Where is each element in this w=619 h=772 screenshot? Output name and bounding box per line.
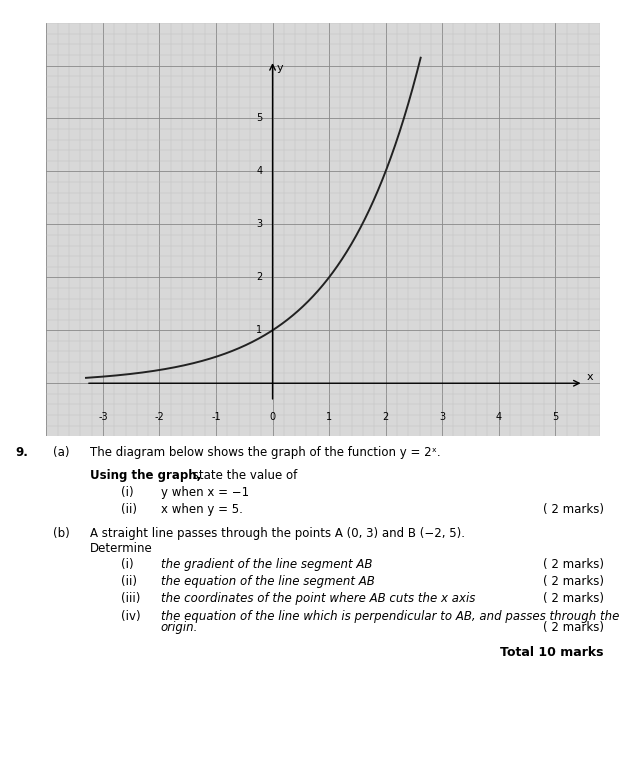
Text: 2: 2 — [256, 273, 262, 283]
Text: ( 2 marks): ( 2 marks) — [542, 558, 604, 571]
Text: 4: 4 — [256, 167, 262, 177]
Text: A straight line passes through the points A (0, 3) and B (−2, 5).: A straight line passes through the point… — [90, 527, 465, 540]
Text: (ii): (ii) — [121, 503, 137, 516]
Text: 5: 5 — [256, 113, 262, 124]
Text: the gradient of the line segment AB: the gradient of the line segment AB — [161, 558, 372, 571]
Text: the equation of the line segment AB: the equation of the line segment AB — [161, 575, 374, 588]
Text: -1: -1 — [211, 412, 221, 422]
Text: (a): (a) — [53, 446, 69, 459]
Text: state the value of: state the value of — [189, 469, 297, 482]
Text: (i): (i) — [121, 558, 133, 571]
Text: (i): (i) — [121, 486, 133, 499]
Text: ( 2 marks): ( 2 marks) — [542, 575, 604, 588]
Text: Using the graph,: Using the graph, — [90, 469, 201, 482]
Text: 1: 1 — [326, 412, 332, 422]
Text: 2: 2 — [383, 412, 389, 422]
Text: 0: 0 — [269, 412, 275, 422]
Text: x when y = 5.: x when y = 5. — [161, 503, 243, 516]
Text: (ii): (ii) — [121, 575, 137, 588]
Text: 1: 1 — [256, 325, 262, 335]
Text: -2: -2 — [155, 412, 165, 422]
Text: Total 10 marks: Total 10 marks — [500, 646, 604, 659]
Text: the equation of the line which is perpendicular to AB, and passes through the: the equation of the line which is perpen… — [161, 610, 619, 623]
Text: -3: -3 — [98, 412, 108, 422]
Text: 9.: 9. — [15, 446, 28, 459]
Text: (b): (b) — [53, 527, 69, 540]
Text: 3: 3 — [256, 219, 262, 229]
Text: 4: 4 — [496, 412, 502, 422]
Text: (iii): (iii) — [121, 592, 140, 605]
Text: 3: 3 — [439, 412, 445, 422]
Text: (iv): (iv) — [121, 610, 141, 623]
Text: y when x = −1: y when x = −1 — [161, 486, 249, 499]
Text: y: y — [277, 63, 283, 73]
Text: ( 2 marks): ( 2 marks) — [542, 621, 604, 635]
Text: 5: 5 — [552, 412, 558, 422]
Text: origin.: origin. — [161, 621, 198, 635]
Text: the coordinates of the point where AB cuts the x axis: the coordinates of the point where AB cu… — [161, 592, 475, 605]
Text: ( 2 marks): ( 2 marks) — [542, 592, 604, 605]
Text: Determine: Determine — [90, 542, 152, 555]
Text: ( 2 marks): ( 2 marks) — [542, 503, 604, 516]
Text: x: x — [586, 372, 593, 382]
Text: The diagram below shows the graph of the function y = 2ˣ.: The diagram below shows the graph of the… — [90, 446, 440, 459]
